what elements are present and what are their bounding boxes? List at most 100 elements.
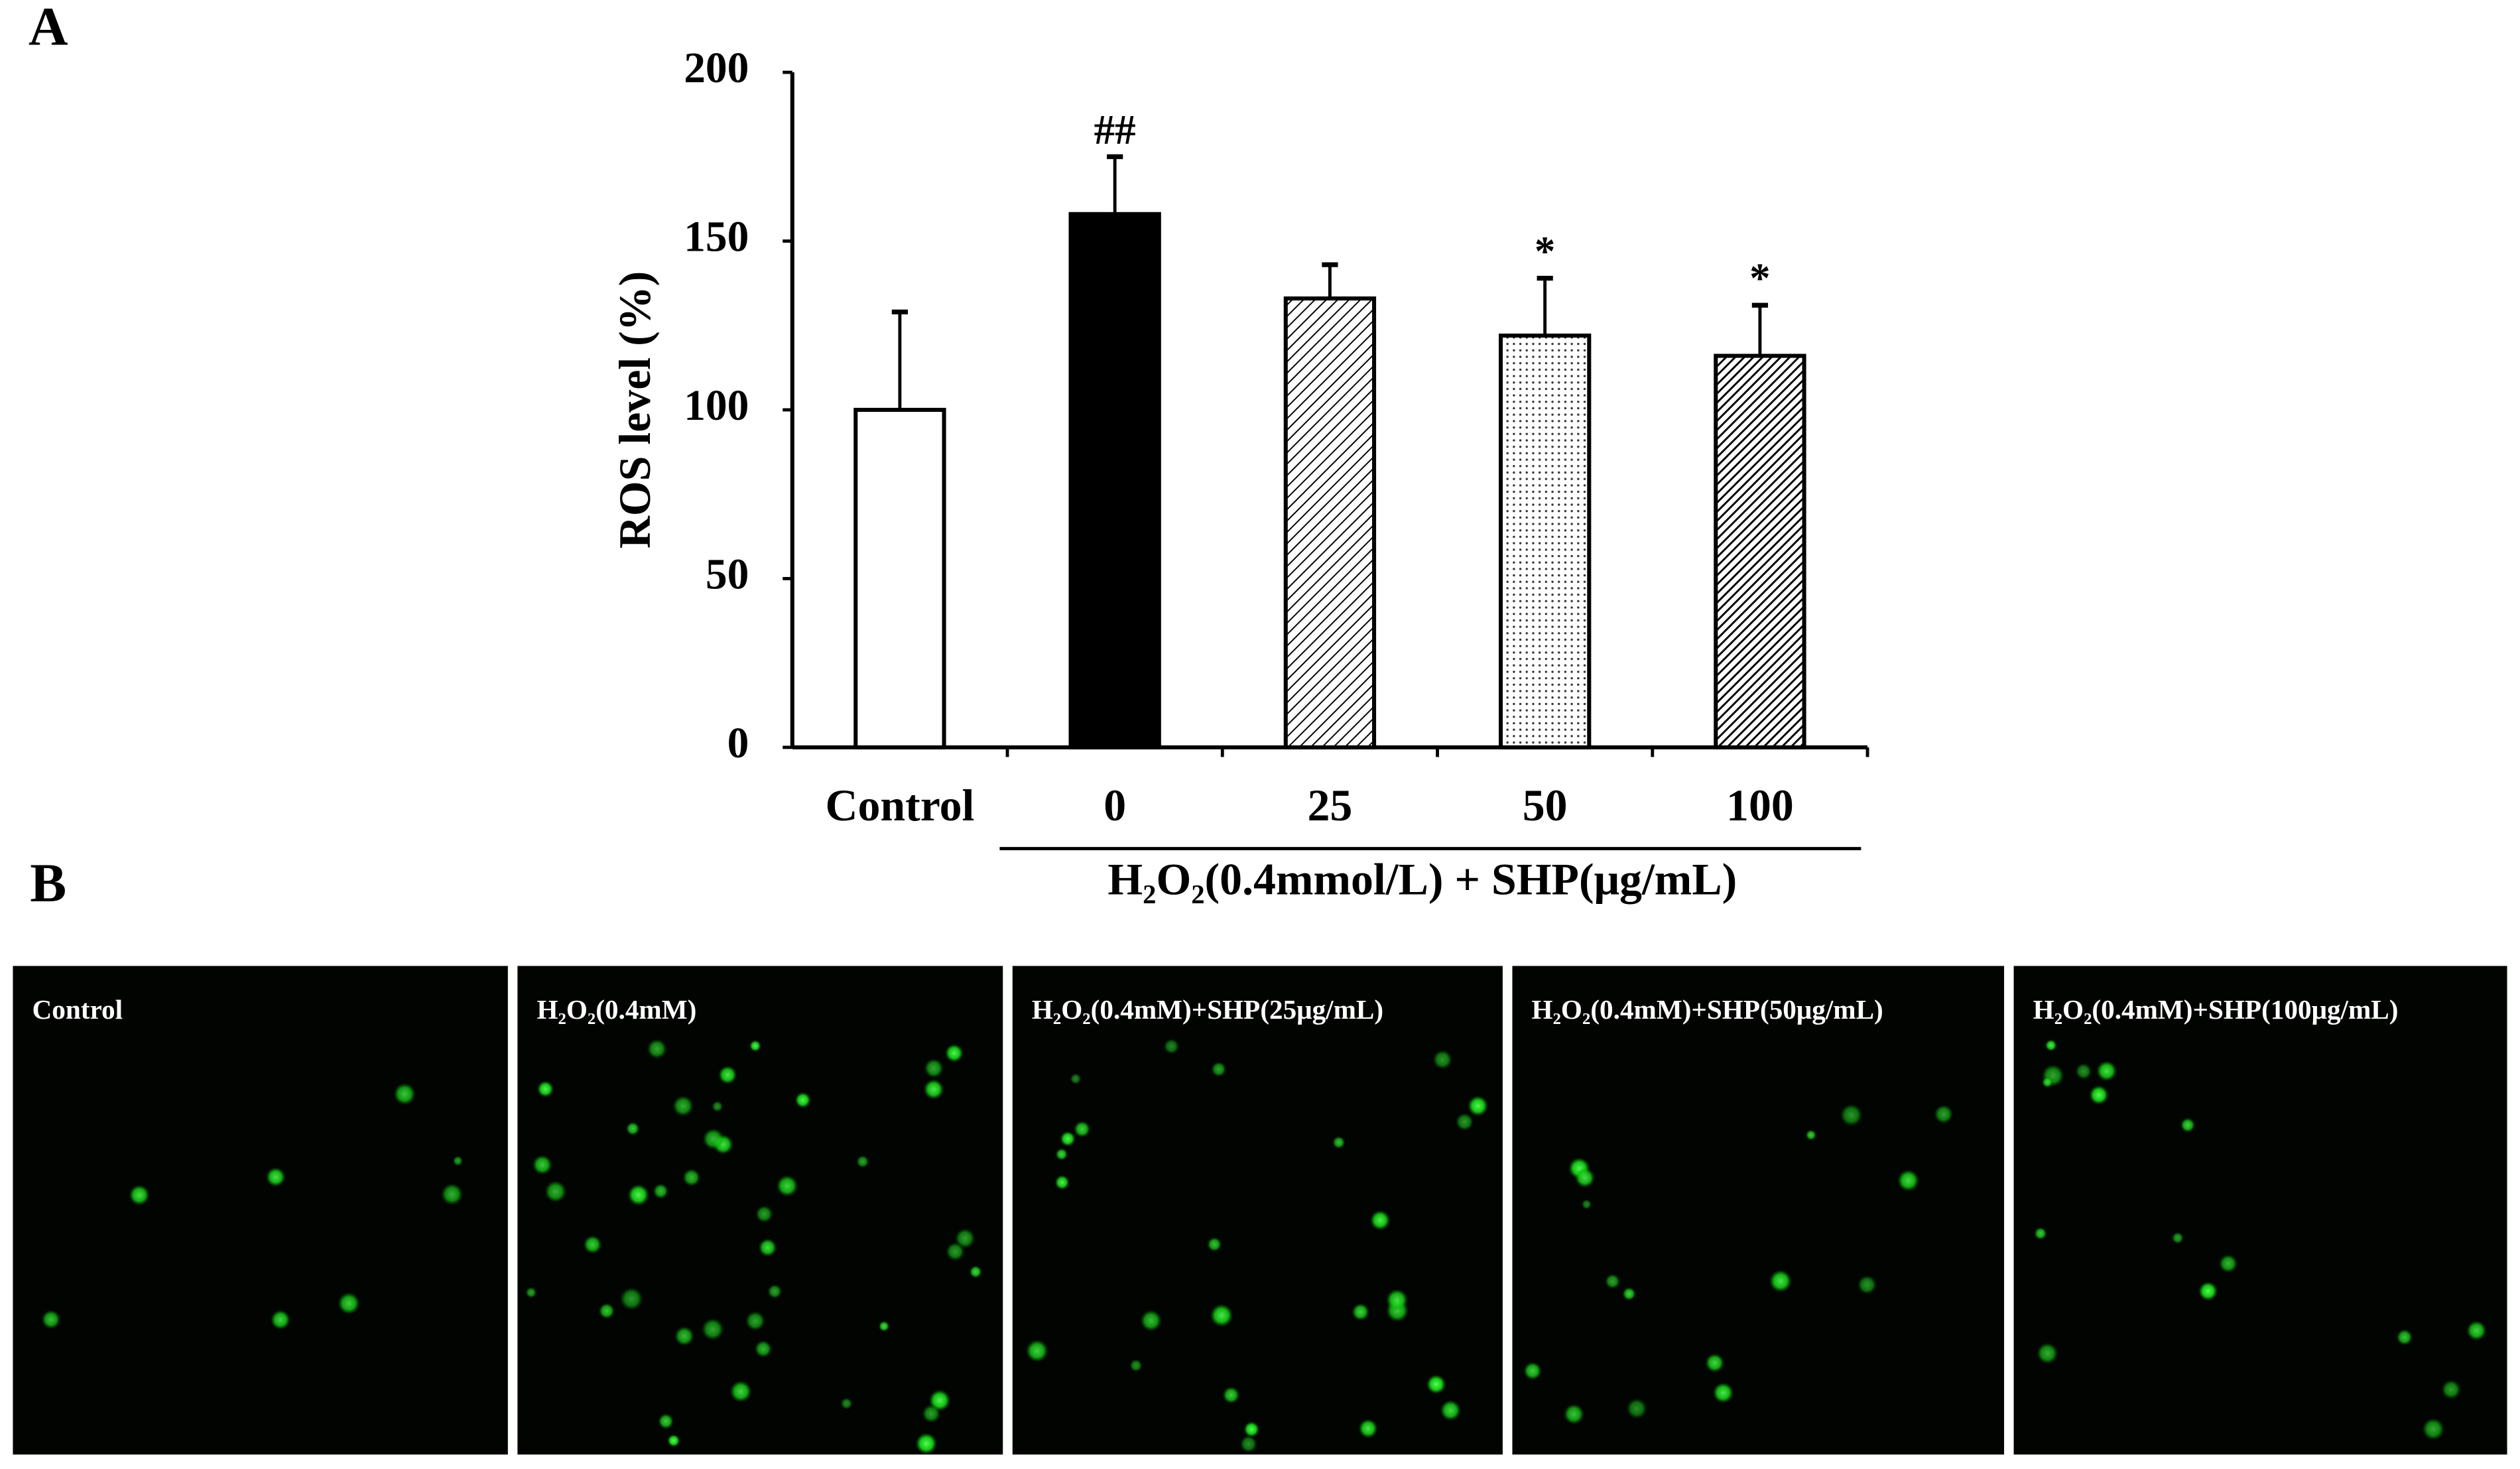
cell	[1468, 1096, 1488, 1116]
cell	[129, 1184, 150, 1206]
cell	[2034, 1227, 2047, 1240]
cell	[2466, 1320, 2487, 1341]
cell	[924, 1058, 944, 1078]
cell	[1386, 1289, 1408, 1311]
cell	[2172, 1232, 2184, 1244]
x-tick-label: 0	[1103, 781, 1126, 830]
cell	[2397, 1329, 2413, 1346]
cell	[1840, 1104, 1863, 1126]
cell	[970, 1265, 982, 1278]
group-label: H₂O₂(0.4mmol/L) + SHP(μg/mL)	[1107, 854, 1737, 904]
cell	[658, 1413, 674, 1429]
cell	[2042, 1077, 2053, 1088]
cell	[2037, 1342, 2058, 1364]
y-tick-label: 50	[706, 550, 749, 598]
cell	[922, 1405, 940, 1423]
cell	[584, 1236, 602, 1254]
cell	[879, 1320, 889, 1332]
cell	[599, 1303, 615, 1319]
cell	[1605, 1273, 1620, 1289]
cell	[840, 1397, 853, 1409]
cell	[2422, 1418, 2444, 1440]
cell	[1440, 1400, 1461, 1421]
cell	[924, 1079, 944, 1100]
cell	[718, 1066, 737, 1084]
cell	[627, 1184, 649, 1206]
cell	[1575, 1168, 1595, 1188]
cell	[1769, 1270, 1792, 1293]
cell	[1897, 1170, 1919, 1191]
cell	[525, 1287, 536, 1298]
cell	[759, 1238, 777, 1257]
cell	[1070, 1073, 1082, 1084]
image-caption: Control	[32, 994, 123, 1025]
cell	[2219, 1254, 2237, 1273]
cell	[1432, 1050, 1452, 1069]
cell	[1705, 1354, 1724, 1373]
cell	[856, 1155, 869, 1168]
cell	[1622, 1287, 1636, 1301]
cell	[674, 1326, 694, 1346]
cell	[653, 1183, 668, 1199]
cell	[1352, 1303, 1369, 1320]
bar	[1283, 296, 1377, 749]
bar	[1068, 212, 1161, 749]
cell	[1582, 1199, 1592, 1210]
micrograph: H₂O₂(0.4mM)+SHP(50μg/mL)	[1512, 966, 2005, 1455]
cell	[1240, 1435, 1257, 1452]
bar	[853, 407, 946, 749]
cell	[1332, 1136, 1346, 1149]
cell	[1713, 1382, 1733, 1403]
image-background	[13, 966, 508, 1455]
y-tick-label: 150	[684, 214, 749, 261]
x-tick-label: Control	[825, 781, 974, 830]
image-caption: H₂O₂(0.4mM)+SHP(50μg/mL)	[1532, 994, 1883, 1025]
cell	[441, 1183, 463, 1205]
cell	[672, 1096, 694, 1117]
cell	[271, 1310, 290, 1330]
x-tick-label: 25	[1307, 781, 1352, 830]
cell	[1564, 1404, 1584, 1425]
image-caption: H₂O₂(0.4mM)	[536, 994, 696, 1025]
cell	[2198, 1281, 2218, 1301]
cell	[1243, 1421, 1259, 1437]
y-tick-label: 100	[684, 382, 749, 430]
image-background	[1512, 966, 2005, 1455]
cell	[1222, 1387, 1239, 1404]
cell	[626, 1121, 640, 1135]
cell	[266, 1167, 286, 1187]
panel-label: A	[29, 0, 68, 56]
cell	[393, 1083, 416, 1105]
x-tick-label: 100	[1726, 781, 1794, 830]
cell	[1207, 1237, 1222, 1251]
cell	[1140, 1310, 1162, 1331]
cell	[1456, 1113, 1474, 1131]
cell	[946, 1242, 965, 1261]
cell	[1426, 1374, 1446, 1394]
image-background	[1012, 966, 1503, 1455]
cell	[682, 1169, 700, 1186]
cell	[544, 1181, 566, 1202]
y-axis-label: ROS level (%)	[610, 271, 660, 548]
significance-mark: *	[1535, 228, 1556, 275]
cell	[1129, 1359, 1143, 1372]
cell	[1210, 1304, 1233, 1327]
cell	[2075, 1063, 2092, 1080]
cell	[749, 1040, 761, 1052]
bar	[1498, 333, 1592, 749]
bar	[1714, 353, 1806, 749]
cell	[1074, 1121, 1090, 1137]
cell	[745, 1311, 765, 1331]
cell	[533, 1155, 552, 1175]
micrograph: H₂O₂(0.4mM)	[517, 966, 1003, 1455]
cell	[2441, 1379, 2461, 1399]
cell	[712, 1101, 723, 1112]
cell	[2045, 1039, 2057, 1051]
cell	[955, 1228, 976, 1249]
image-caption: H₂O₂(0.4mM)+SHP(25μg/mL)	[1032, 994, 1383, 1025]
cell	[945, 1044, 964, 1062]
cell	[667, 1435, 680, 1447]
cell	[703, 1128, 724, 1150]
cell	[915, 1433, 937, 1454]
